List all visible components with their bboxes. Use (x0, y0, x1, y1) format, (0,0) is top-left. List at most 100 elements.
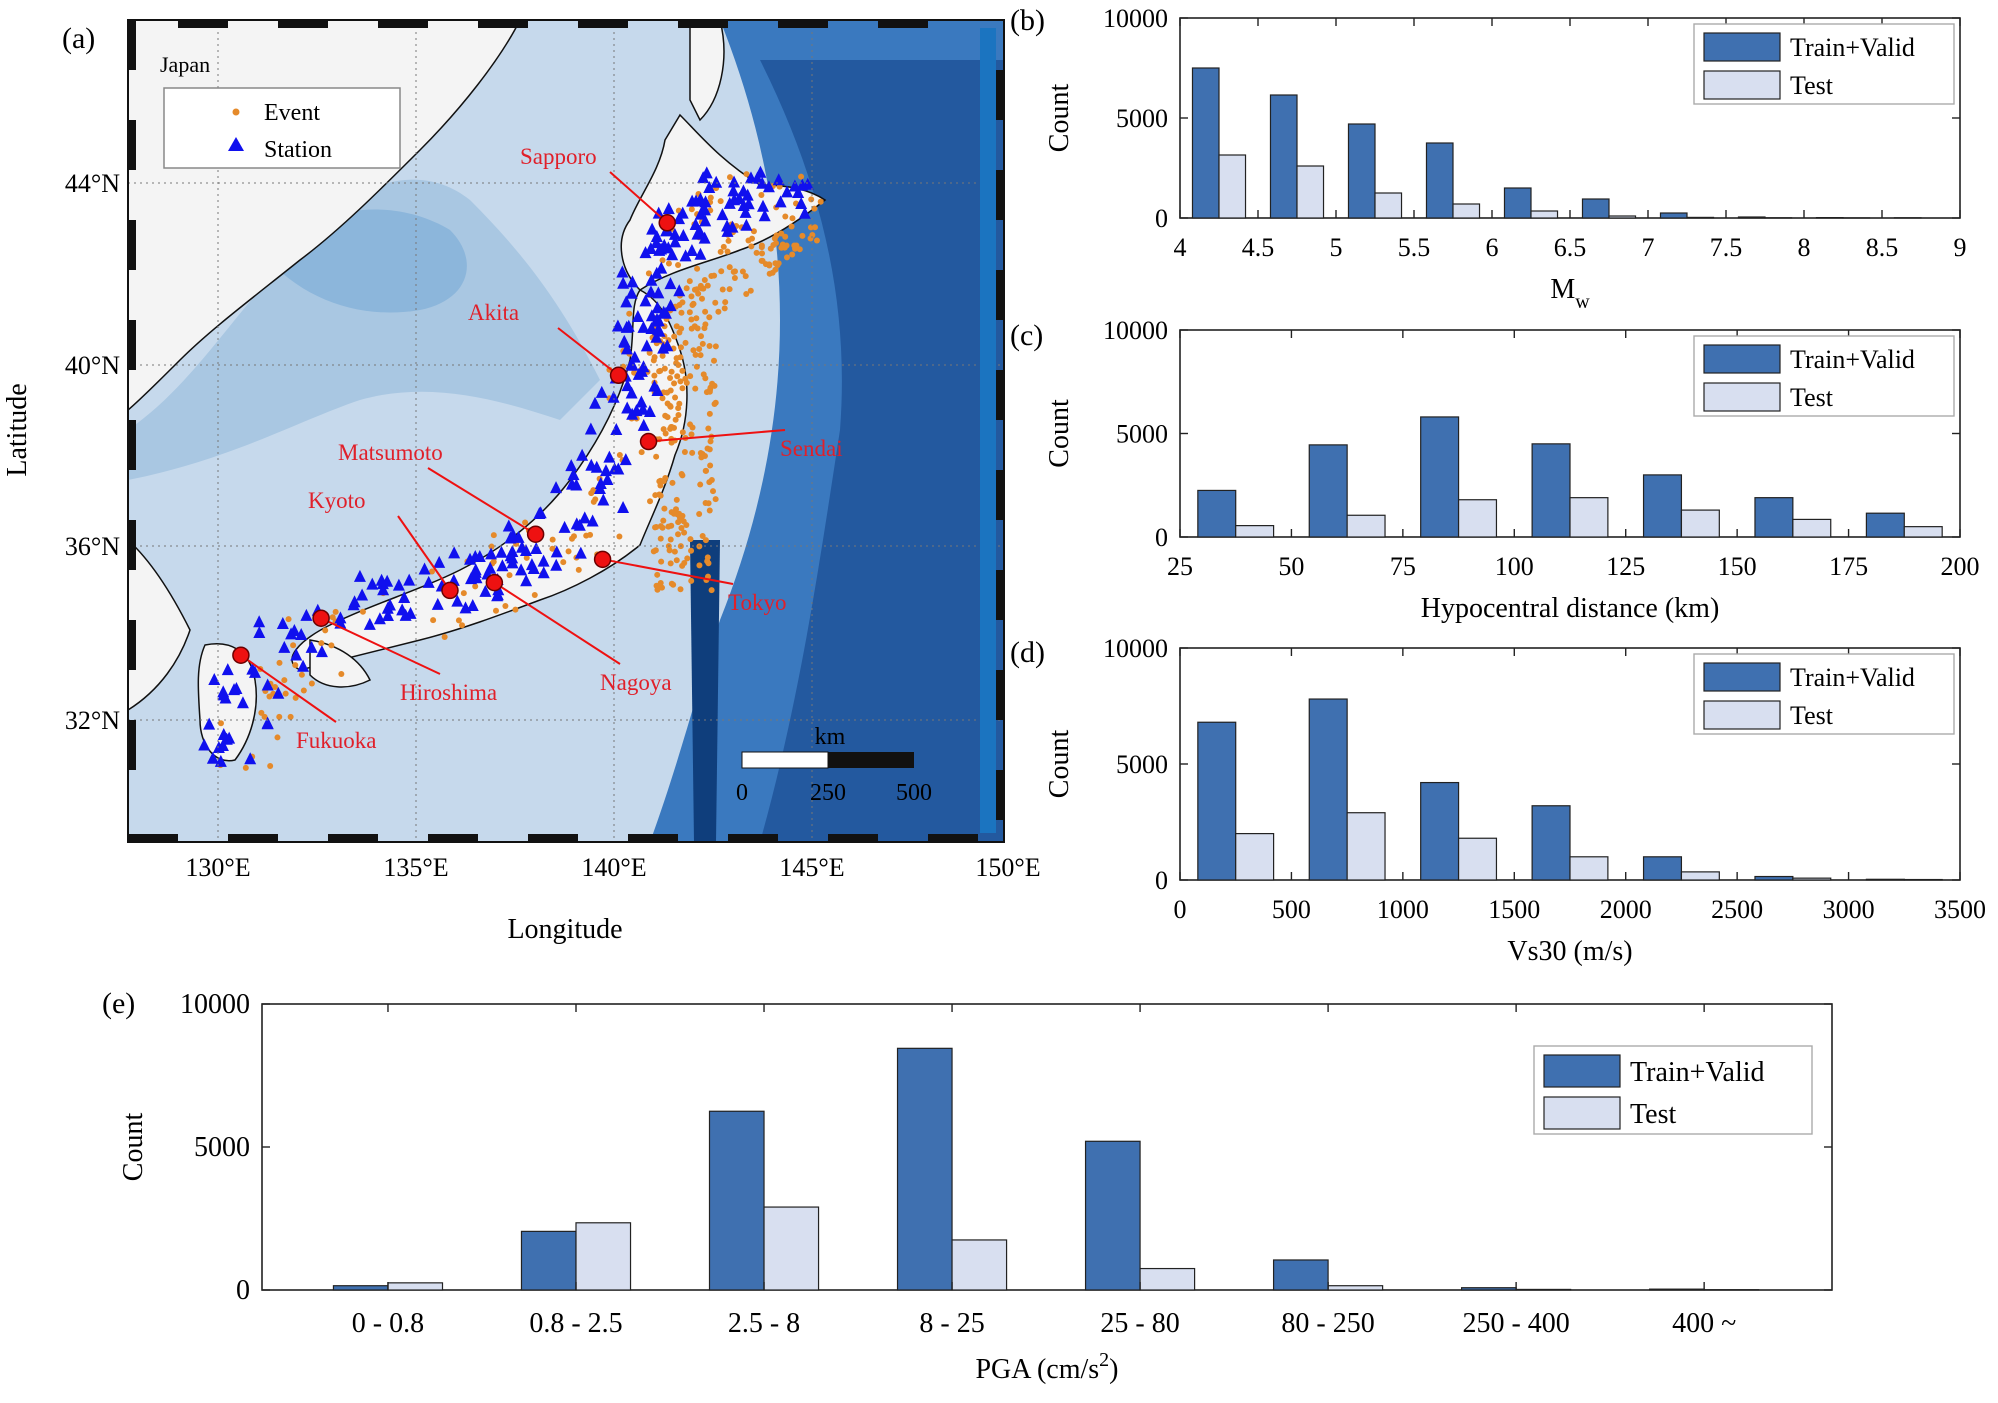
scalebar-label-0: 0 (736, 780, 748, 806)
station-marker (739, 205, 752, 218)
city-label: Hiroshima (400, 680, 497, 705)
event-marker (675, 519, 682, 526)
panel-d-vs30-histogram: (d) 0 5000 10000 0 500 1000 1500 2000 2500 3000 350… (1010, 634, 1986, 967)
event-marker (242, 764, 249, 771)
event-marker (706, 314, 713, 321)
event-marker (272, 683, 279, 690)
station-marker (431, 597, 444, 610)
event-marker (767, 245, 774, 252)
event-marker (679, 429, 686, 436)
test-bar (1686, 216, 1715, 219)
station-marker (721, 219, 734, 232)
x-tick-label: 8.5 (1866, 233, 1899, 262)
station-marker (599, 464, 612, 477)
train-bar (708, 1110, 765, 1291)
x-tick-label: 0 - 0.8 (352, 1308, 424, 1339)
event-marker (817, 198, 824, 205)
event-marker (673, 323, 680, 330)
event-marker (694, 265, 701, 272)
event-marker (726, 174, 733, 181)
y-tick-label: 0 (236, 1275, 250, 1306)
event-marker (298, 671, 305, 678)
station-marker (650, 229, 663, 242)
y-tick-label: 10000 (1103, 316, 1168, 345)
event-marker (671, 333, 678, 340)
event-marker (701, 325, 708, 332)
event-marker (699, 340, 706, 347)
station-marker (651, 301, 664, 314)
event-marker (709, 380, 716, 387)
panel-label: (b) (1010, 4, 1045, 37)
panel-b-mw-histogram: (b) 0 5000 10000 4 4.5 5 5.5 6 6.5 7 7.5 8 8.5 9 Mw Coun… (1010, 4, 1967, 313)
station-marker (754, 165, 767, 178)
station-marker (645, 321, 658, 334)
map-scalebar: km 0 250 500 (736, 724, 932, 806)
event-marker (667, 402, 674, 409)
test-bar (387, 1282, 444, 1291)
event-marker (668, 424, 675, 431)
event-marker (724, 248, 731, 255)
station-marker (422, 575, 435, 588)
station-marker (272, 686, 285, 699)
legend-test-swatch (1703, 382, 1781, 412)
station-marker (676, 206, 689, 219)
x-tick-label: 75 (1390, 552, 1416, 581)
event-marker (683, 522, 690, 529)
station-marker (502, 519, 515, 532)
city-marker (312, 609, 330, 627)
station-marker (216, 739, 229, 752)
station-marker (278, 640, 291, 653)
x-tick-label: 25 (1167, 552, 1193, 581)
test-bar (1296, 165, 1325, 219)
event-marker (702, 308, 709, 315)
event-marker (671, 380, 678, 387)
y-tick-label: 5000 (1116, 420, 1168, 449)
station-marker (451, 594, 464, 607)
station-marker (740, 218, 753, 231)
train-bar (1642, 856, 1683, 881)
event-marker (679, 367, 686, 374)
train-bar (1649, 1288, 1705, 1291)
x-tick-label: 3000 (1823, 895, 1875, 924)
station-marker (550, 545, 563, 558)
event-marker (300, 687, 307, 694)
x-axis-label: Mw (1550, 274, 1590, 313)
event-marker (531, 591, 538, 598)
event-marker (678, 325, 685, 332)
city-label: Sendai (780, 436, 843, 461)
test-bar (1680, 509, 1720, 538)
train-bar (896, 1047, 953, 1291)
event-marker (712, 343, 719, 350)
station-marker (585, 458, 598, 471)
station-marker (595, 385, 608, 398)
legend-train-label: Train+Valid (1790, 663, 1915, 692)
event-marker (759, 250, 766, 257)
station-marker (244, 752, 257, 765)
event-marker (673, 557, 680, 564)
station-marker (639, 246, 652, 259)
test-bar (763, 1206, 820, 1291)
x-tick-label: 0 (1174, 895, 1187, 924)
station-marker (758, 209, 771, 222)
station-marker (373, 612, 386, 625)
station-marker (635, 395, 648, 408)
station-legend-marker (228, 137, 244, 151)
event-marker (688, 316, 695, 323)
lon-tick-130: 130°E (185, 853, 250, 882)
station-marker (640, 339, 653, 352)
event-marker (523, 554, 530, 561)
event-marker (441, 633, 448, 640)
station-marker (466, 599, 479, 612)
event-marker (290, 642, 297, 649)
station-marker (723, 196, 736, 209)
event-marker (651, 372, 658, 379)
station-marker (648, 379, 661, 392)
event-marker (677, 378, 684, 385)
city-label: Nagoya (600, 670, 672, 695)
event-marker (282, 690, 289, 697)
event-marker (322, 627, 329, 634)
station-marker (650, 236, 663, 249)
station-marker (693, 224, 706, 237)
station-marker (664, 277, 677, 290)
station-marker (377, 583, 390, 596)
